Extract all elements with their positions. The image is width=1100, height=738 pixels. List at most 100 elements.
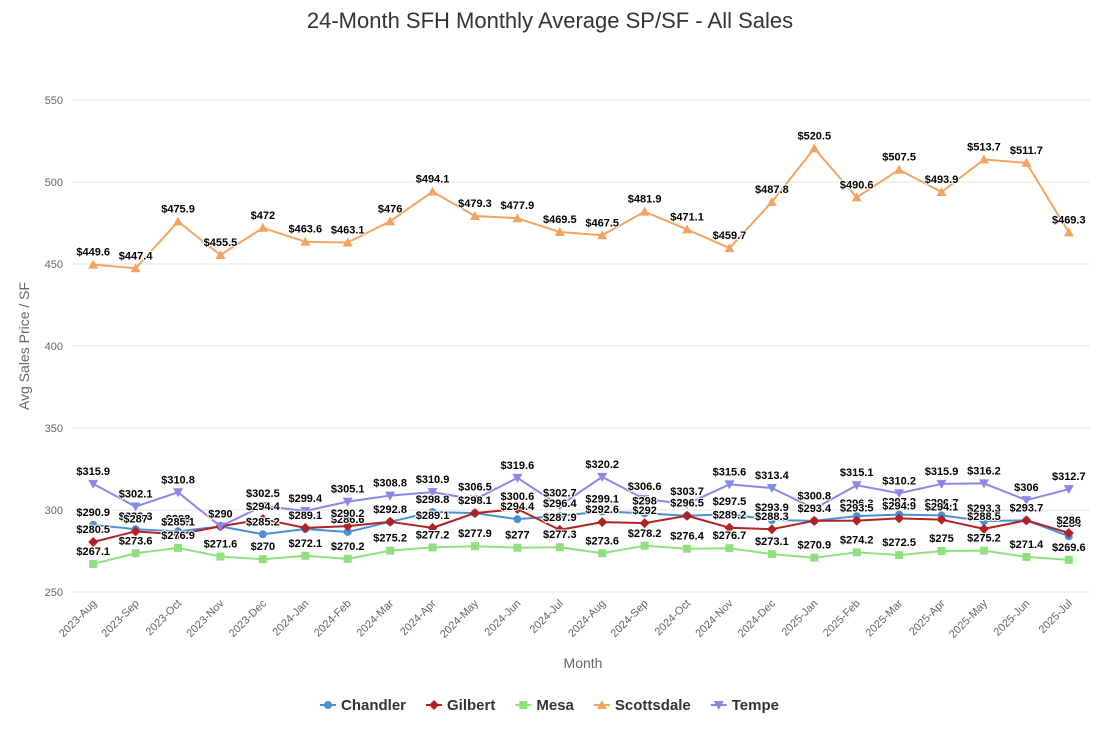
- data-label-chandler: $297.2: [882, 497, 916, 509]
- y-tick-label: 550: [45, 95, 63, 107]
- legend-symbol-gilbert: [429, 700, 440, 710]
- legend-label-gilbert: Gilbert: [447, 697, 495, 714]
- data-label-tempe: $316.2: [967, 465, 1001, 477]
- data-point-tempe: [130, 502, 141, 512]
- data-point-chandler: [598, 507, 607, 516]
- data-label-chandler: $296.4: [543, 498, 578, 510]
- data-point-gilbert: [554, 524, 565, 535]
- data-label-gilbert: $289.2: [713, 510, 747, 522]
- data-point-tempe: [342, 497, 353, 507]
- data-label-tempe: $306.5: [458, 481, 492, 493]
- data-point-tempe: [851, 481, 862, 491]
- data-labels: $290.9 $288.3 $288 $290$285.2 $288.4 $286.6$2…: [75, 129, 1086, 559]
- data-label-mesa: $273.6: [119, 535, 153, 547]
- data-label-tempe: $302.5: [246, 488, 280, 500]
- legend-item-tempe[interactable]: Tempe: [710, 697, 779, 714]
- data-point-scottsdale: [682, 224, 693, 234]
- data-point-mesa: [683, 544, 692, 553]
- data-point-scottsdale: [851, 192, 862, 202]
- data-point-mesa: [89, 559, 98, 568]
- series-scottsdale: [88, 143, 1074, 273]
- data-point-scottsdale: [427, 186, 438, 196]
- data-label-gilbert: $292.8: [373, 504, 407, 516]
- data-label-mesa: $277.9: [458, 528, 492, 540]
- data-label-mesa: $270.2: [331, 541, 365, 553]
- data-label-gilbert: $285.1: [161, 516, 195, 528]
- series-line-mesa: [92, 544, 1069, 565]
- data-label-gilbert: $296.5: [670, 498, 704, 510]
- data-label-mesa: $267.1: [76, 546, 110, 558]
- legend-label-mesa: Mesa: [536, 697, 574, 714]
- data-label-chandler: $297.5: [713, 496, 747, 508]
- data-label-tempe: $302.1: [119, 489, 153, 501]
- data-point-mesa: [428, 543, 437, 552]
- data-label-scottsdale: $513.7: [967, 142, 1001, 154]
- data-label-gilbert: $294.9: [882, 500, 916, 512]
- series-gilbert: [88, 504, 1074, 547]
- data-point-mesa: [767, 550, 776, 559]
- data-point-chandler: [555, 511, 564, 520]
- data-label-tempe: $303.7: [670, 486, 704, 498]
- x-tick-label: 2023-Sep: [100, 598, 142, 640]
- data-label-mesa: $270: [251, 541, 275, 553]
- legend-symbol-chandler: [324, 701, 332, 709]
- data-point-scottsdale: [597, 230, 608, 240]
- x-tick-label: 2024-Apr: [398, 597, 439, 638]
- data-point-tempe: [257, 501, 268, 511]
- y-tick-label: 300: [45, 505, 63, 517]
- data-point-tempe: [809, 504, 820, 514]
- x-axis-ticks: 2023-Aug 2023-Sep 2023-Oct 2023-Nov 2023-Dec…: [57, 597, 1075, 640]
- x-tick-label: 2025-Apr: [907, 597, 948, 638]
- data-label-scottsdale: $467.5: [585, 217, 619, 229]
- data-label-chandler: $293.9: [755, 502, 789, 514]
- x-tick-label: 2024-Oct: [653, 598, 693, 638]
- data-point-tempe: [554, 501, 565, 511]
- data-label-chandler: $296.5: [670, 498, 704, 510]
- data-label-chandler: $284: [1057, 518, 1082, 530]
- data-label-chandler: $288.3: [119, 511, 153, 523]
- data-point-mesa: [1064, 555, 1073, 564]
- data-label-gilbert: $294.1: [925, 502, 959, 514]
- data-label-mesa: $275.2: [373, 533, 407, 545]
- data-point-scottsdale: [978, 154, 989, 164]
- legend-item-gilbert[interactable]: Gilbert: [426, 697, 495, 714]
- data-label-chandler: $285.2: [246, 516, 280, 528]
- data-point-tempe: [682, 499, 693, 509]
- y-tick-label: 250: [45, 587, 63, 599]
- data-label-scottsdale: $494.1: [416, 174, 450, 186]
- data-point-tempe: [1063, 485, 1074, 495]
- data-point-scottsdale: [342, 237, 353, 247]
- data-point-mesa: [555, 543, 564, 552]
- data-point-tempe: [88, 479, 99, 489]
- data-point-mesa: [1022, 552, 1031, 561]
- data-point-mesa: [810, 553, 819, 562]
- data-label-mesa: $273.1: [755, 536, 789, 548]
- data-point-gilbert: [512, 504, 523, 515]
- data-label-mesa: $277: [505, 530, 529, 542]
- data-label-chandler: $293.7: [1010, 502, 1044, 514]
- data-label-chandler: $296.3: [840, 498, 874, 510]
- data-label-scottsdale: $463.1: [331, 225, 365, 237]
- data-label-tempe: $306.6: [628, 481, 662, 493]
- x-tick-label: 2025-Jun: [992, 598, 1033, 639]
- data-label-scottsdale: $449.6: [76, 247, 110, 259]
- data-label-scottsdale: $479.3: [458, 198, 492, 210]
- data-point-mesa: [343, 554, 352, 563]
- data-label-mesa: $271.6: [204, 539, 238, 551]
- legend-item-chandler[interactable]: Chandler: [320, 697, 406, 714]
- data-point-gilbert: [936, 514, 947, 525]
- data-point-chandler: [343, 527, 352, 536]
- grid-lines: [72, 99, 1090, 593]
- data-label-tempe: $310.2: [882, 475, 916, 487]
- data-label-chandler: $286.6: [331, 514, 365, 526]
- x-tick-label: 2024-Nov: [693, 597, 736, 640]
- data-point-tempe: [385, 491, 396, 501]
- legend-item-scottsdale[interactable]: Scottsdale: [593, 697, 691, 714]
- data-point-mesa: [598, 549, 607, 558]
- data-label-scottsdale: $455.5: [204, 237, 238, 249]
- data-label-gilbert: $298.1: [458, 495, 492, 507]
- data-point-gilbert: [978, 523, 989, 534]
- legend-item-mesa[interactable]: Mesa: [515, 697, 575, 714]
- data-point-mesa: [895, 551, 904, 560]
- data-label-gilbert: $290.2: [331, 508, 365, 520]
